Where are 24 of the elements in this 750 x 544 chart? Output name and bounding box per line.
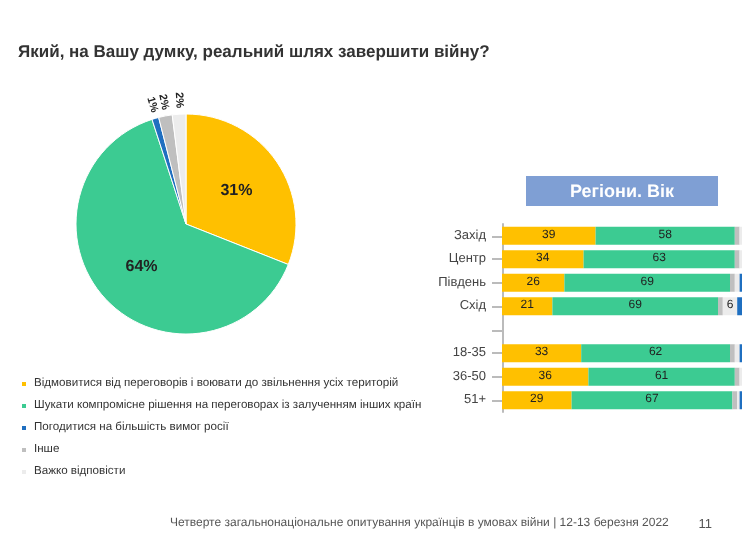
bar (502, 250, 584, 269)
bar (734, 226, 740, 245)
bar (552, 297, 718, 316)
bar (581, 344, 730, 363)
chart-title: Який, на Вашу думку, реальний шлях завершити війну? (18, 41, 490, 61)
bar (583, 250, 735, 269)
bar (502, 367, 589, 386)
bar (734, 273, 740, 292)
bar (734, 344, 740, 363)
bar (734, 250, 740, 269)
data-label: 64% (125, 256, 158, 275)
bar (502, 344, 582, 363)
bar (734, 367, 740, 386)
bar (732, 391, 738, 410)
bar (502, 297, 553, 316)
chart-title: Регіони. Вік (570, 181, 675, 201)
bar (571, 391, 733, 410)
bar (564, 273, 730, 292)
bar (502, 391, 572, 410)
bar (502, 226, 596, 245)
bar (595, 226, 735, 245)
data-label: 31% (220, 180, 253, 199)
bar (502, 273, 565, 292)
bar (588, 367, 735, 386)
